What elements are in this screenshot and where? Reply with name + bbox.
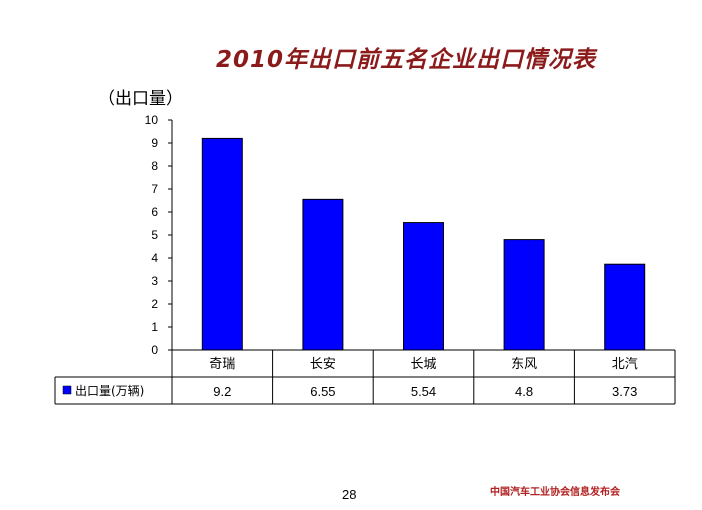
legend-label: 出口量(万辆)	[75, 384, 144, 398]
bar	[503, 239, 545, 351]
y-tick-label: 9	[151, 136, 158, 150]
y-tick-label: 2	[151, 297, 158, 311]
bar	[201, 137, 243, 351]
x-category-label: 长安	[310, 357, 336, 372]
bar	[604, 263, 646, 351]
y-tick-label: 5	[151, 228, 158, 242]
bar	[302, 198, 344, 351]
y-tick-label: 7	[151, 182, 158, 196]
x-category-label: 长城	[410, 357, 436, 372]
y-tick-label: 0	[151, 343, 158, 357]
x-category-label: 东风	[511, 357, 537, 372]
y-tick-label: 10	[145, 113, 159, 127]
y-tick-label: 6	[151, 205, 158, 219]
y-tick-label: 3	[151, 274, 158, 288]
data-value-label: 9.2	[213, 384, 231, 399]
data-value-label: 4.8	[515, 384, 533, 399]
data-value-label: 3.73	[612, 384, 637, 399]
y-axis-label: （出口量）	[98, 89, 183, 109]
chart-title: 2010年出口前五名企业出口情况表	[215, 47, 596, 73]
bar	[403, 222, 444, 351]
x-category-label: 北汽	[612, 357, 638, 372]
legend-swatch	[62, 385, 72, 395]
footer-text: 中国汽车工业协会信息发布会	[490, 487, 620, 498]
data-value-label: 6.55	[310, 384, 335, 399]
data-value-label: 5.54	[411, 384, 436, 399]
y-tick-label: 1	[151, 320, 158, 334]
page-number: 28	[342, 487, 357, 502]
y-tick-label: 4	[151, 251, 158, 265]
y-tick-label: 8	[151, 159, 158, 173]
x-category-label: 奇瑞	[209, 356, 235, 372]
